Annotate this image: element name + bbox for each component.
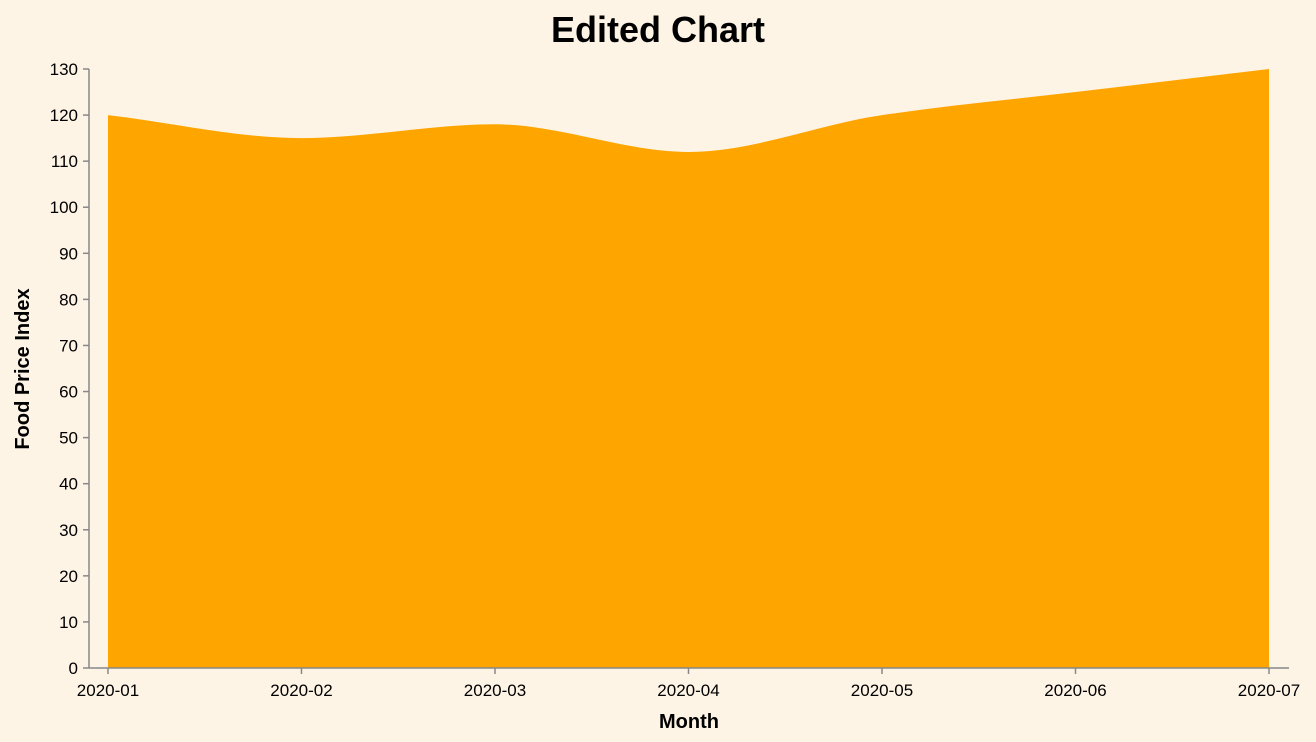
y-tick-label: 70 <box>59 336 78 355</box>
x-axis: 2020-01 2020-02 2020-03 2020-04 2020-05 2020-… <box>77 667 1300 700</box>
y-tick-label: 90 <box>59 244 78 263</box>
x-axis-label: Month <box>659 711 719 733</box>
y-tick-label: 120 <box>50 106 78 125</box>
y-tick-label: 50 <box>59 429 78 448</box>
y-axis: 0 10 20 30 40 50 60 70 80 90 100 110 120 130 <box>50 60 90 678</box>
y-tick-label: 60 <box>59 383 78 402</box>
y-tick-label: 130 <box>50 60 78 79</box>
x-tick-label: 2020-02 <box>270 681 332 700</box>
area-series-food-price-index <box>108 69 1269 668</box>
x-tick-label: 2020-04 <box>657 681 719 700</box>
y-tick-label: 110 <box>51 152 78 171</box>
chart-title: Edited Chart <box>551 9 765 50</box>
x-tick-label: 2020-06 <box>1044 681 1106 700</box>
y-tick-label: 80 <box>59 290 78 309</box>
y-tick-label: 20 <box>59 567 78 586</box>
y-tick-label: 10 <box>59 613 78 632</box>
plot-area <box>108 69 1269 668</box>
y-axis-label: Food Price Index <box>12 288 34 449</box>
x-tick-label: 2020-05 <box>851 681 913 700</box>
x-tick-label: 2020-03 <box>464 681 526 700</box>
y-tick-label: 40 <box>59 475 78 494</box>
y-tick-label: 100 <box>50 198 78 217</box>
y-tick-label: 30 <box>59 521 78 540</box>
x-tick-label: 2020-07 <box>1238 681 1300 700</box>
y-tick-label: 0 <box>69 659 78 678</box>
x-tick-label: 2020-01 <box>77 681 139 700</box>
